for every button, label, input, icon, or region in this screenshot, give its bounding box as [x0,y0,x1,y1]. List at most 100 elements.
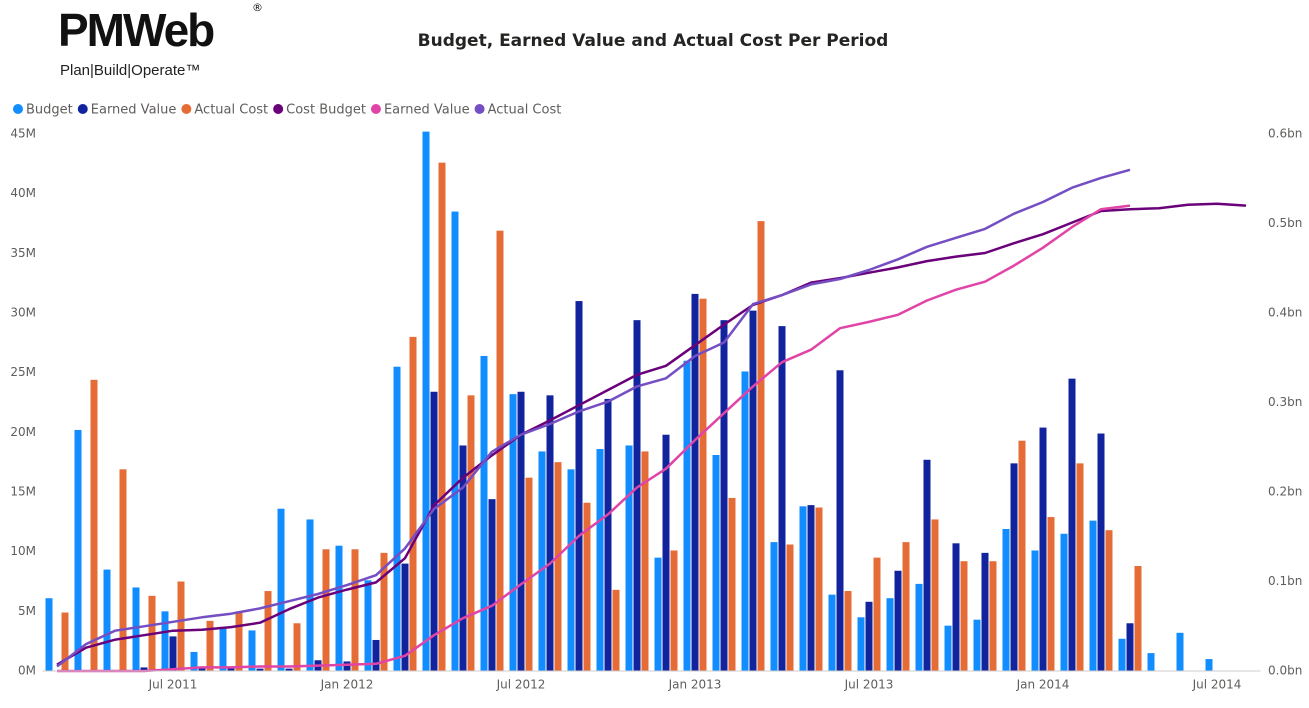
bar [264,591,272,671]
bar [546,395,554,671]
bar [525,477,533,671]
chart-title: Budget, Earned Value and Actual Cost Per… [418,31,889,51]
bar [944,625,952,671]
legend-marker [474,104,485,114]
bar [567,469,575,671]
bar [177,581,185,671]
logo: PMWeb [58,4,214,56]
y-tick-label: 40M [10,186,36,200]
x-tick-label: Jul 2014 [1192,678,1242,692]
bar [1018,440,1026,671]
bar [857,617,865,671]
y-tick-label: 35M [10,246,36,260]
y-tick-label: 45M [10,127,36,141]
bar [517,391,525,671]
legend-marker [77,104,88,114]
legend-marker [370,104,381,114]
bar [422,131,430,671]
bar [923,459,931,671]
y2-tick-label: 0.1bn [1268,574,1302,588]
bar [786,544,794,671]
bar [364,580,372,671]
bar [227,667,235,671]
bar [161,611,169,671]
bar [235,611,243,671]
bar [894,570,902,671]
y2-tick-label: 0.5bn [1268,216,1302,230]
bar [662,434,670,671]
bar [256,668,264,671]
bar [1089,520,1097,671]
bar [931,519,939,671]
bar [915,583,923,671]
y-tick-label: 20M [10,425,36,439]
bar [322,549,330,671]
bar [509,394,517,671]
bar [836,370,844,671]
bar [219,628,227,671]
legend-label: Cost Budget [286,103,366,118]
bar [886,598,894,671]
x-tick-label: Jul 2012 [496,678,546,692]
bar [799,506,807,671]
line [56,202,1247,666]
bar [952,543,960,671]
bar [728,497,736,671]
bar [554,462,562,671]
bar [633,320,641,671]
line [57,204,1131,673]
x-tick-label: Jul 2011 [148,678,198,692]
y2-tick-label: 0.4bn [1268,306,1302,320]
bar [973,619,981,671]
bar [625,445,633,671]
bar [960,561,968,671]
legend-label: Earned Value [91,103,177,118]
bar [45,598,53,671]
bar [430,391,438,671]
bar [981,552,989,671]
bar [807,505,815,671]
bar [1176,632,1184,671]
bar [343,661,351,671]
bar [61,612,69,671]
bar [1039,427,1047,671]
bar [670,550,678,671]
bar [351,549,359,671]
legend-marker [13,104,23,114]
x-tick-label: Jul 2013 [844,678,894,692]
y-tick-label: 30M [10,306,36,320]
legend-marker [181,104,192,114]
bar [206,620,214,671]
bar [699,298,707,671]
bar [844,591,852,671]
bar [380,552,388,671]
x-tick-label: Jan 2013 [668,678,722,692]
bar [1118,638,1126,671]
bar [401,563,409,671]
bar [575,301,583,671]
bar [815,507,823,671]
bar [459,445,467,671]
bar [612,589,620,671]
legend-label: Actual Cost [194,103,268,118]
bar [1010,463,1018,671]
bar [1147,653,1155,671]
y-tick-label: 10M [10,544,36,558]
legend-marker [273,104,284,114]
line [56,168,1131,668]
bar [409,336,417,671]
bar [277,508,285,671]
bar [140,667,148,671]
bar [467,395,475,671]
logo-tagline: Plan|Build|Operate™ [60,62,200,79]
bar [865,601,873,671]
bar [873,557,881,671]
bar [90,379,98,671]
bar [480,355,488,671]
bar [741,371,749,671]
bar [372,639,380,671]
y2-tick-label: 0.2bn [1268,485,1302,499]
bar [683,360,691,671]
x-tick-label: Jan 2014 [1016,678,1070,692]
bar [1097,433,1105,671]
